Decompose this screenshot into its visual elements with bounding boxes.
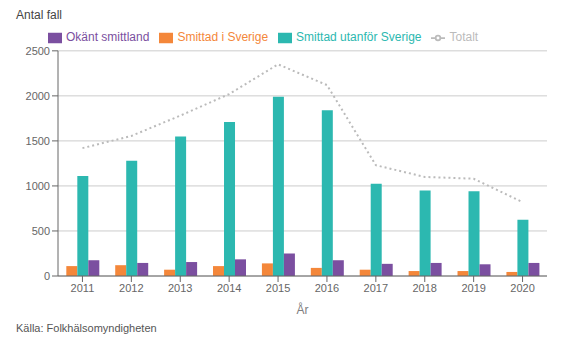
svg-text:2012: 2012	[119, 282, 143, 294]
svg-text:2018: 2018	[413, 282, 437, 294]
svg-text:2015: 2015	[266, 282, 290, 294]
html-text:Antal fall: Antal fall	[16, 8, 62, 22]
svg-text:2011: 2011	[71, 282, 95, 294]
svg-text:2020: 2020	[510, 282, 534, 294]
svg-text:2000: 2000	[26, 90, 50, 102]
svg-text:2013: 2013	[168, 282, 192, 294]
html-text:Totalt: Totalt	[449, 30, 479, 44]
html-text:Smittad i Sverige: Smittad i Sverige	[177, 30, 269, 44]
svg-text:1000: 1000	[26, 180, 50, 192]
svg-text:500: 500	[32, 225, 50, 237]
svg-text:2019: 2019	[461, 282, 485, 294]
html-text:Källa: Folkhälsomyndigheten: Källa: Folkhälsomyndigheten	[16, 322, 157, 334]
svg-text:2016: 2016	[315, 282, 339, 294]
svg-text:2017: 2017	[364, 282, 388, 294]
svg-text:0: 0	[44, 270, 50, 282]
svg-text:1500: 1500	[26, 135, 50, 147]
html-text:Smittad utanför Sverige: Smittad utanför Sverige	[296, 30, 422, 44]
svg-text:2500: 2500	[26, 45, 50, 57]
svg-text:År: År	[297, 302, 309, 317]
html-text:Okänt smittland: Okänt smittland	[66, 30, 150, 44]
svg-text:2014: 2014	[217, 282, 241, 294]
